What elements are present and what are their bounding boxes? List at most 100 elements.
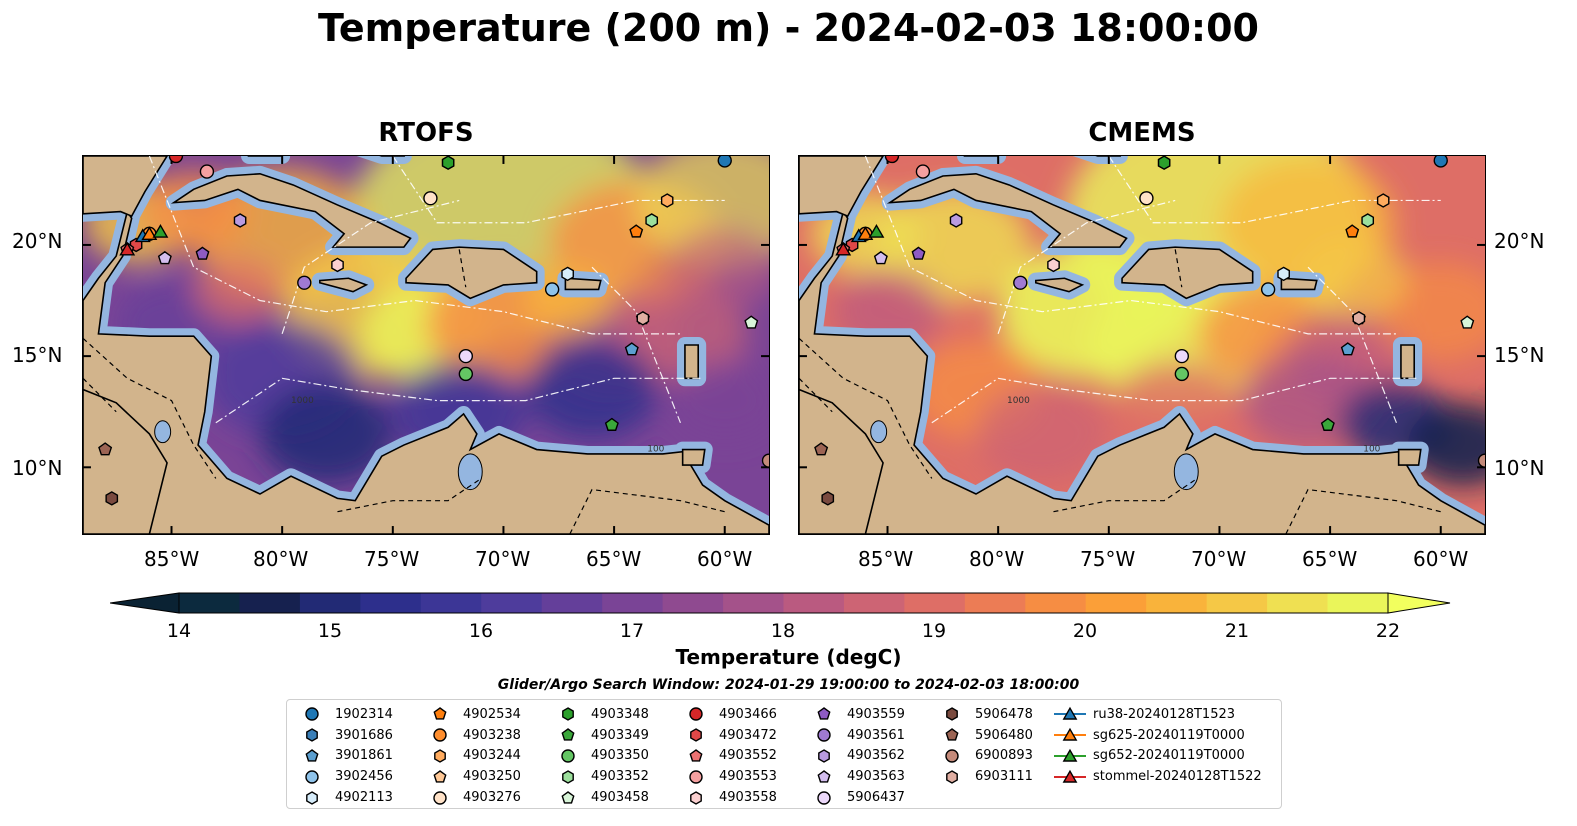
legend-symbol [818, 749, 830, 763]
legend-item-4903349: 4903349 [551, 725, 649, 746]
map-cmems: 100 1000 [798, 155, 1486, 535]
legend-symbol [1062, 748, 1078, 762]
legend-item-4903466: 4903466 [679, 704, 777, 725]
legend-label: 4903559 [847, 706, 905, 722]
float-marker-3902456 [544, 282, 560, 297]
cbar-tick-22: 22 [1375, 620, 1401, 642]
legend-item-4903276: 4903276 [423, 787, 521, 808]
float-marker-4903466 [168, 156, 184, 164]
colorbar-extend-high [1387, 592, 1451, 614]
legend-label: 4903466 [719, 706, 777, 722]
float-marker-4903558 [331, 257, 344, 273]
legend-marker-triangle-icon [1054, 727, 1086, 741]
legend-item-4902113: 4902113 [295, 787, 393, 808]
colorbar-segment [1025, 593, 1087, 613]
colorbar-segment [1146, 593, 1208, 613]
legend-marker-pentagon-icon [433, 769, 447, 783]
legend-label: 4903562 [847, 748, 905, 764]
search-window-text: Glider/Argo Search Window: 2024-01-29 19… [497, 677, 1080, 693]
legend-marker-circle-icon [689, 770, 703, 784]
figure-title: Temperature (200 m) - 2024-02-03 18:00:0… [317, 6, 1259, 50]
land-hispaniola [405, 246, 538, 300]
legend-marker-hexagon-icon [306, 728, 318, 742]
legend-column: 4902534 4903238 4903244 4903250 4903276 [423, 704, 521, 808]
legend-label: 4902534 [463, 706, 521, 722]
country-border [799, 377, 833, 413]
legend-marker-circle-icon [305, 707, 319, 722]
float-marker-4903244 [660, 193, 674, 208]
land-lesser [684, 344, 700, 380]
glider-marker-stommel [835, 241, 852, 256]
map-rtofs: 100 1000 [82, 155, 770, 535]
float-marker-4903553 [915, 164, 931, 179]
eez-boundary [997, 199, 1176, 335]
colorbar-segment [723, 593, 784, 613]
legend-label: 3902456 [335, 769, 393, 785]
legend-label: 4903348 [591, 706, 649, 722]
legend-item-4903350: 4903350 [551, 746, 649, 767]
legend-label: 5906478 [975, 706, 1033, 722]
country-border [1174, 249, 1183, 288]
eez-boundary [864, 156, 1397, 335]
legend-label: 4903352 [591, 769, 649, 785]
country-border [1053, 477, 1198, 513]
contour-label-100: 100 [647, 445, 664, 455]
legend-label: 5906480 [975, 727, 1033, 743]
legend-item-4903561: 4903561 [807, 725, 905, 746]
glider-marker-stommel [119, 241, 136, 256]
colorbar-segment [783, 593, 845, 613]
cbar-tick-21: 21 [1224, 620, 1250, 642]
colorbar-segment [904, 593, 966, 613]
colorbar-segment [662, 593, 724, 613]
float-marker-4903558 [1047, 257, 1060, 273]
legend-symbol [561, 728, 575, 741]
float-marker-4903458 [744, 315, 759, 329]
country-border [337, 477, 482, 513]
glider-marker-sg652 [868, 224, 885, 238]
legend-marker-pentagon-icon [945, 728, 959, 741]
cbar-tick-19: 19 [921, 620, 947, 642]
country-border [799, 337, 933, 479]
lon-tick-75w-cmems: 75°W [1080, 547, 1136, 571]
float-marker-4903561 [1013, 275, 1028, 290]
legend-marker-circle-icon [305, 770, 319, 784]
float-marker-4902113 [561, 266, 574, 282]
legend-item-6903111: 6903111 [935, 766, 1033, 787]
cbar-tick-17: 17 [619, 620, 645, 642]
lon-tick-65w-cmems: 65°W [1302, 547, 1358, 571]
legend-item-4903348: 4903348 [551, 704, 649, 725]
legend-marker-triangle-icon [1054, 707, 1086, 721]
legend-item-4902534: 4902534 [423, 704, 521, 725]
colorbar-segment [299, 593, 361, 613]
legend-marker-circle-icon [433, 728, 447, 742]
legend-label: 4903349 [591, 727, 649, 743]
float-marker-6900893 [761, 453, 769, 468]
glider-marker-sg625 [141, 226, 158, 240]
contour-label-1000: 1000 [291, 396, 314, 406]
legend-label: 4903276 [463, 790, 521, 806]
legend-marker-pentagon-icon [305, 749, 319, 762]
legend-item-5906480: 5906480 [935, 725, 1033, 746]
legend-item-6900893: 6900893 [935, 746, 1033, 767]
glider-marker-sg625 [857, 226, 874, 240]
colorbar [110, 592, 1451, 614]
lat-tick-20n-right: 20°N [1494, 229, 1545, 253]
legend-symbol [946, 707, 958, 722]
colorbar-segment [541, 593, 603, 613]
legend-item-sg625-20240119T0000: sg625-20240119T0000 [1053, 725, 1262, 746]
rtofs-map-canvas: 100 1000 [83, 156, 769, 534]
colorbar-segment [602, 593, 664, 613]
float-marker-1902314 [1433, 156, 1448, 168]
panel-title-cmems: CMEMS [1088, 118, 1196, 148]
float-marker-4903562 [233, 213, 247, 228]
legend-symbol [817, 707, 831, 720]
lon-tick-80w-cmems: 80°W [969, 547, 1025, 571]
legend-symbol [433, 769, 447, 783]
legend-marker-hexagon-icon [818, 749, 830, 763]
lake-nicaragua [870, 420, 888, 444]
legend-label: sg625-20240119T0000 [1093, 727, 1245, 743]
legend-marker-hexagon-icon [434, 749, 446, 763]
legend-item-4903250: 4903250 [423, 766, 521, 787]
temperature-field [810, 156, 1485, 487]
country-border [1285, 488, 1441, 534]
